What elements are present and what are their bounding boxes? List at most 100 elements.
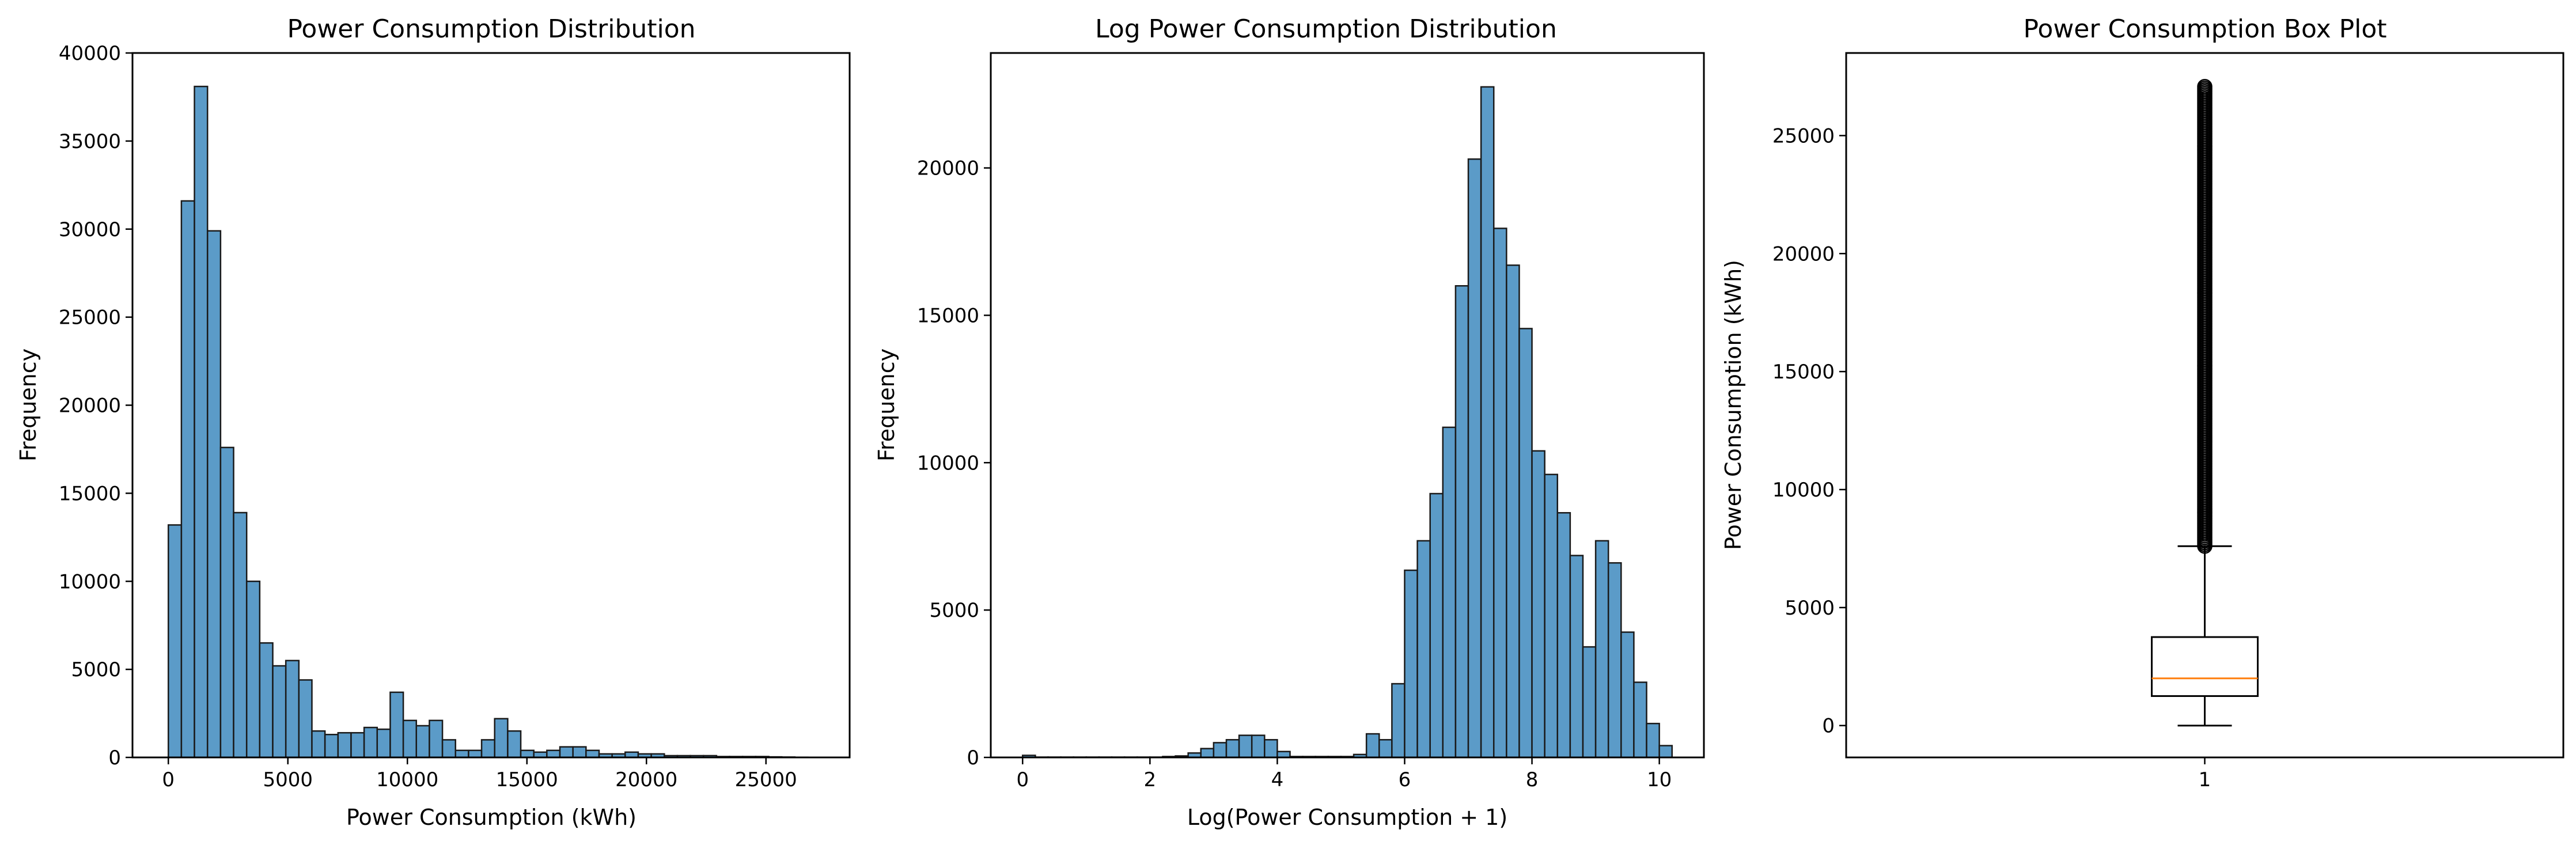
histogram-bar [1607, 562, 1622, 759]
histogram-bar [1404, 569, 1418, 759]
y-tick-label: 25000 [59, 306, 121, 329]
y-tick-label: 20000 [59, 395, 121, 418]
histogram-bar [1200, 748, 1215, 759]
histogram-bar [1238, 734, 1253, 759]
histogram-bar [1646, 722, 1660, 759]
x-tick-label: 4 [1271, 768, 1284, 791]
histogram-bar [389, 691, 404, 759]
x-tick-label: 1 [2199, 768, 2211, 791]
histogram-bar [1365, 733, 1380, 759]
histogram-bar [480, 739, 495, 759]
histogram-bar [559, 746, 574, 759]
histogram-bar [402, 719, 418, 759]
power-consumption-box-plot: Power Consumption Box Plot 1 0 5000 10000 15… [1721, 14, 2564, 791]
histogram-bar [1506, 264, 1520, 759]
histogram-bar [1416, 540, 1431, 759]
y-tick-label: 15000 [59, 482, 121, 505]
y-tick-label: 15000 [917, 304, 979, 327]
histogram-bar [1594, 540, 1609, 759]
log-power-consumption-histogram: Log Power Consumption Distribution 0 2 4 6 8… [874, 14, 1705, 830]
histogram-bar [546, 749, 561, 759]
histogram-bar [233, 511, 248, 759]
histogram-bar [1556, 512, 1571, 759]
histogram-bar [168, 524, 183, 759]
histogram-bar [1531, 450, 1545, 759]
histogram-bar [272, 665, 287, 759]
histogram-bars [168, 85, 822, 759]
y-axis-label: Frequency [16, 348, 41, 461]
histogram-bar [520, 749, 535, 759]
x-tick-label: 5000 [263, 768, 313, 791]
histogram-bar [1454, 285, 1469, 759]
histogram-bar [1544, 473, 1559, 759]
y-tick-label: 5000 [1785, 597, 1835, 620]
y-tick-label: 20000 [1772, 242, 1835, 266]
histogram-bar [245, 581, 261, 759]
histogram-bar [1569, 555, 1584, 759]
x-axis-label: Power Consumption (kWh) [346, 805, 637, 830]
y-tick-label: 25000 [1772, 124, 1835, 147]
y-tick-label: 0 [967, 746, 979, 770]
x-tick-label: 0 [1016, 768, 1029, 791]
axis-ticks: 0 2 4 6 8 10 0 5000 10000 15000 20000 [917, 157, 1672, 791]
y-tick-label: 40000 [59, 42, 121, 65]
histogram-bar [1467, 158, 1482, 759]
y-tick-label: 5000 [929, 599, 979, 622]
chart-title: Log Power Consumption Distribution [1095, 14, 1557, 44]
histogram-bar [1658, 745, 1673, 759]
x-tick-label: 6 [1399, 768, 1411, 791]
x-tick-label: 0 [162, 768, 175, 791]
y-tick-label: 5000 [71, 658, 121, 681]
histogram-bar [363, 726, 378, 759]
histogram-bar [429, 719, 444, 759]
x-tick-label: 15000 [496, 768, 558, 791]
axes-frame [131, 52, 851, 759]
x-tick-label: 10000 [376, 768, 438, 791]
y-tick-label: 10000 [917, 452, 979, 475]
interquartile-box [2151, 636, 2259, 697]
y-tick-label: 10000 [1772, 479, 1835, 502]
histogram-bar [350, 731, 365, 759]
x-tick-label: 8 [1526, 768, 1539, 791]
histogram-bar [311, 730, 326, 759]
histogram-bar [1582, 646, 1597, 759]
y-tick-label: 0 [108, 746, 121, 770]
histogram-bar [1442, 426, 1457, 759]
histogram-bar [285, 660, 300, 759]
x-tick-label: 20000 [615, 768, 677, 791]
histogram-bar [376, 728, 391, 759]
axes-frame [990, 52, 1705, 759]
histogram-bar [441, 739, 456, 759]
outlier-point [2197, 79, 2213, 94]
histogram-bar [1620, 631, 1635, 759]
histogram-bar [1378, 739, 1393, 759]
x-tick-label: 25000 [735, 768, 797, 791]
chart-title: Power Consumption Box Plot [2023, 14, 2386, 44]
histogram-bar [468, 749, 483, 759]
histogram-bar [415, 725, 430, 759]
histogram-bar [194, 85, 209, 759]
y-tick-label: 0 [1822, 715, 1835, 738]
histogram-bars [1022, 86, 1673, 759]
histogram-bar [324, 734, 339, 759]
histogram-bar [1518, 328, 1533, 759]
box-plot-elements [2151, 79, 2259, 727]
y-axis-label: Frequency [874, 348, 899, 461]
histogram-bar [298, 679, 313, 759]
histogram-bar [1276, 751, 1291, 759]
y-tick-label: 30000 [59, 218, 121, 241]
histogram-bar [219, 446, 234, 759]
chart-title: Power Consumption Distribution [287, 14, 695, 44]
y-tick-label: 20000 [917, 157, 979, 180]
y-tick-label: 35000 [59, 130, 121, 153]
histogram-bar [1213, 742, 1228, 759]
histogram-bar [585, 749, 600, 759]
x-tick-label: 2 [1144, 768, 1157, 791]
histogram-bar [1429, 492, 1444, 759]
histogram-bar [507, 730, 522, 759]
histogram-bar [206, 230, 222, 759]
histogram-bar [180, 200, 195, 759]
y-tick-label: 15000 [1772, 361, 1835, 384]
